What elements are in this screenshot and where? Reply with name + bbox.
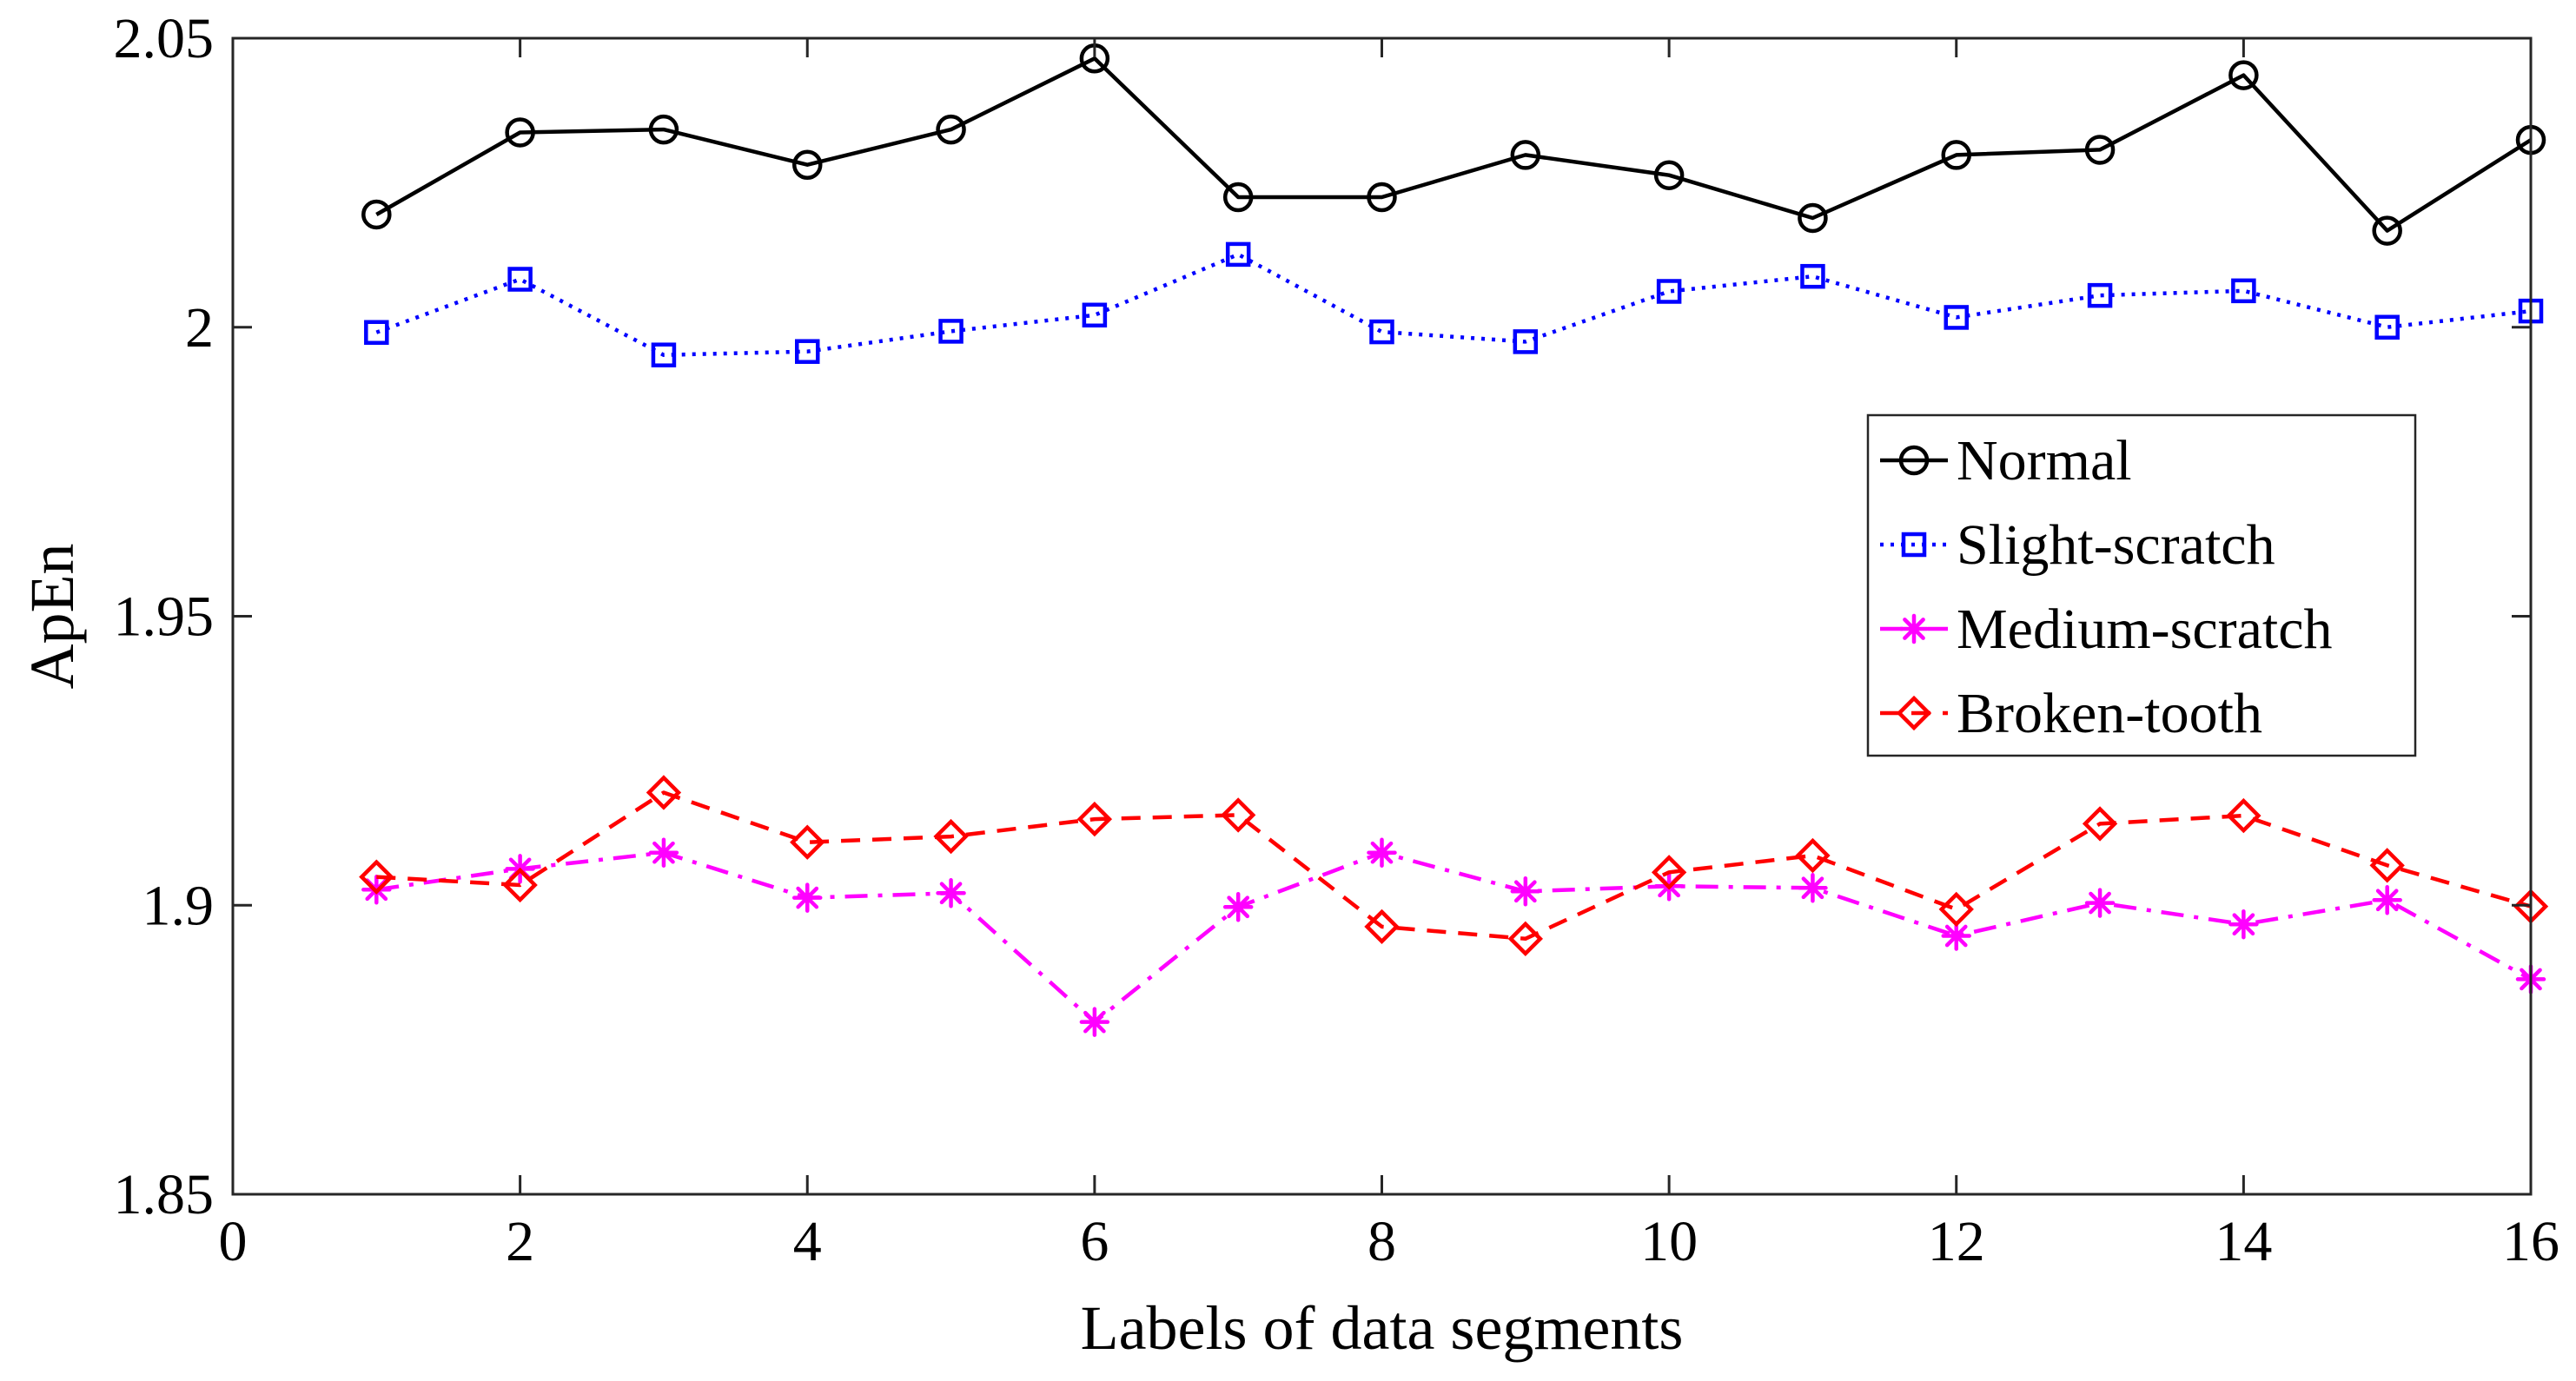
- data-point: [1798, 873, 1828, 903]
- data-point: [1800, 263, 1825, 289]
- series-normal: [361, 43, 2546, 246]
- data-point: [1079, 1007, 1110, 1037]
- data-point: [646, 775, 682, 810]
- data-point: [1364, 909, 1400, 945]
- data-point: [792, 149, 823, 180]
- legend: Normal Slight-scratch Medium-scratch Broken…: [1866, 413, 2417, 757]
- data-point: [1369, 319, 1394, 345]
- data-point: [1510, 876, 1541, 907]
- series-medium-scratch: [361, 837, 2546, 1037]
- data-point: [1082, 302, 1108, 328]
- x-axis-label: Labels of data segments: [1081, 1293, 1684, 1363]
- data-point: [2374, 314, 2400, 340]
- y-tick-label: 2.05: [114, 7, 215, 70]
- legend-item: Slight-scratch: [1880, 513, 2275, 577]
- data-point: [2231, 278, 2256, 304]
- series-line: [376, 790, 2532, 942]
- series-line: [375, 252, 2532, 357]
- data-point: [1651, 855, 1687, 890]
- data-point: [1938, 891, 1974, 928]
- data-point: [502, 867, 538, 903]
- data-point: [361, 199, 392, 230]
- series-slight-scratch: [364, 241, 2544, 367]
- data-point: [1941, 921, 1971, 951]
- x-tick-label: 16: [2502, 1210, 2559, 1273]
- data-point: [2372, 215, 2402, 246]
- data-point: [1222, 182, 1254, 213]
- x-tick-label: 12: [1928, 1210, 1985, 1273]
- data-point: [2087, 282, 2113, 308]
- data-point: [648, 114, 679, 145]
- data-point: [2369, 848, 2405, 883]
- data-point: [2228, 909, 2259, 940]
- legend-marker: [1896, 695, 1932, 731]
- data-point: [359, 859, 394, 895]
- data-point: [1798, 202, 1828, 234]
- data-point: [1225, 241, 1251, 268]
- data-point: [1076, 801, 1113, 837]
- data-point: [651, 342, 677, 367]
- legend-item: Broken-tooth: [1880, 682, 2262, 745]
- data-point: [2226, 797, 2261, 834]
- data-point: [933, 818, 969, 855]
- data-point: [1941, 140, 1971, 170]
- data-point: [648, 837, 679, 868]
- data-point: [1222, 892, 1254, 922]
- legend-marker: [1898, 445, 1930, 476]
- data-point: [507, 267, 533, 292]
- data-point: [936, 878, 966, 909]
- data-point: [936, 114, 966, 145]
- data-point: [2084, 888, 2116, 918]
- y-axis-label: ApEn: [17, 544, 87, 690]
- series-line: [375, 850, 2533, 1024]
- data-point: [1795, 837, 1831, 874]
- y-tick-label: 1.9: [142, 874, 215, 937]
- data-point: [505, 117, 535, 148]
- x-tick-label: 2: [506, 1210, 534, 1273]
- legend-label: Medium-scratch: [1957, 598, 2333, 661]
- plot-area: [359, 43, 2549, 1037]
- x-tick-label: 0: [219, 1210, 248, 1273]
- data-point: [1656, 279, 1682, 304]
- y-tick-label: 2: [185, 296, 214, 360]
- data-point: [1944, 305, 1969, 330]
- x-tick-label: 8: [1367, 1210, 1396, 1273]
- data-point: [790, 824, 825, 860]
- y-tick-label: 1.95: [114, 585, 215, 649]
- data-point: [792, 882, 823, 913]
- legend-marker: [1898, 613, 1930, 644]
- legend-item: Normal: [1880, 429, 2132, 492]
- data-point: [2082, 806, 2118, 842]
- data-point: [364, 320, 389, 345]
- data-point: [1507, 921, 1543, 957]
- x-tick-label: 6: [1080, 1210, 1109, 1273]
- data-point: [1653, 160, 1685, 190]
- legend-marker: [1901, 532, 1927, 558]
- data-point: [1367, 837, 1397, 868]
- data-point: [2372, 885, 2402, 915]
- x-tick-label: 14: [2215, 1210, 2272, 1273]
- legend-box: [1866, 413, 2417, 757]
- data-point: [2228, 60, 2259, 90]
- legend-label: Broken-tooth: [1957, 682, 2262, 745]
- data-point: [2084, 135, 2116, 165]
- x-tick-label: 4: [793, 1210, 822, 1273]
- legend-label: Slight-scratch: [1957, 513, 2275, 577]
- axes: 0 2 4 6 8 10 12 14 16 1.85 1.9 1.95 2 2.05 Labels of d…: [17, 7, 2559, 1363]
- legend-item: Medium-scratch: [1880, 598, 2333, 661]
- data-point: [1367, 182, 1397, 213]
- y-tick-label: 1.85: [114, 1163, 215, 1226]
- data-point: [1513, 329, 1539, 354]
- legend-label: Normal: [1957, 429, 2132, 492]
- data-point: [938, 319, 964, 344]
- series-line: [375, 56, 2533, 233]
- data-point: [1221, 797, 1256, 833]
- data-point: [1510, 140, 1541, 170]
- series-broken-tooth: [359, 775, 2549, 957]
- data-point: [795, 339, 820, 364]
- x-tick-label: 10: [1640, 1210, 1698, 1273]
